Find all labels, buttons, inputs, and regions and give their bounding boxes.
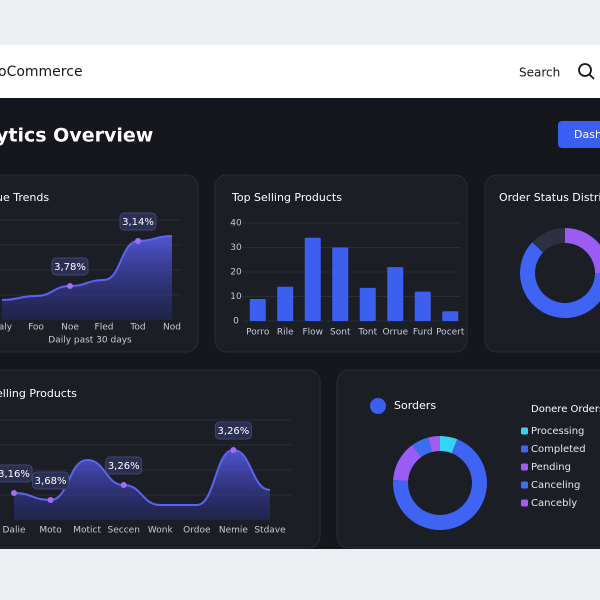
point: [135, 238, 141, 244]
bar: [304, 237, 321, 321]
donut-slice: [393, 439, 487, 530]
donut-slice: [565, 228, 600, 273]
search-icon[interactable]: [578, 63, 595, 80]
x-tick-label: Daly: [0, 323, 13, 333]
area-fill: [2, 236, 172, 320]
point: [11, 490, 17, 496]
card-title: ue Trends: [0, 191, 49, 204]
area-fill: [14, 450, 270, 520]
annotation-box: [214, 421, 252, 440]
donut-slice: [440, 436, 458, 454]
card-title: Top Selling Products: [231, 191, 342, 204]
bar: [277, 286, 294, 321]
x-tick-label: Pocert: [436, 328, 465, 338]
x-tick-label: Rile: [277, 328, 294, 338]
dashboard-button[interactable]: [558, 121, 600, 148]
bar: [442, 311, 459, 321]
x-tick-label: Noe: [61, 323, 79, 333]
annotation: 3,16%: [0, 469, 30, 480]
y-tick-label: 40: [230, 219, 242, 229]
legend-swatch: [521, 427, 528, 435]
search-icon-lens: [578, 63, 592, 77]
donut-slice: [412, 437, 433, 458]
legend-label: Canceling: [531, 480, 580, 491]
annotation: 3,26%: [108, 461, 140, 472]
point: [120, 482, 127, 488]
annotation: 3,14%: [122, 217, 154, 228]
donut-slice: [520, 242, 600, 318]
donut-slice: [532, 228, 565, 253]
legend-label: Completed: [531, 444, 586, 455]
card-title: Sorders: [394, 399, 436, 412]
legend-swatch: [521, 481, 528, 489]
top-bar: [0, 45, 600, 98]
x-tick-label: Ordoe: [183, 526, 211, 536]
legend-swatch: [521, 463, 528, 471]
x-tick-label: Seccen: [108, 526, 140, 536]
legend-swatch: [521, 445, 528, 453]
point: [230, 447, 237, 453]
x-tick-label: Wonk: [148, 526, 174, 536]
y-tick-label: 20: [230, 268, 242, 278]
x-tick-label: Foo: [28, 323, 44, 333]
bar: [387, 267, 404, 321]
y-tick-label: 10: [230, 292, 242, 302]
annotation-box: [51, 257, 89, 276]
x-tick-label: Nod: [163, 323, 181, 333]
annotation: 3,26%: [218, 426, 250, 437]
page-title: ytics Overview: [0, 125, 153, 147]
chart-subtitle: Daily past 30 days: [48, 336, 132, 346]
bar: [332, 247, 349, 321]
x-tick-label: Dalie: [3, 526, 26, 536]
annotation-box: [119, 212, 157, 231]
legend-title: Donere Orders: [531, 404, 600, 415]
bar: [359, 287, 376, 321]
annotation: 3,68%: [35, 476, 67, 487]
x-tick-label: Tont: [357, 328, 377, 338]
x-tick-label: Fled: [95, 323, 114, 333]
legend-swatch: [521, 499, 528, 507]
x-tick-label: Orrue: [382, 328, 408, 338]
bar: [249, 298, 266, 321]
x-tick-label: Tod: [129, 323, 145, 333]
point: [47, 497, 54, 503]
brand: oCommerce: [0, 64, 83, 80]
bar: [414, 291, 431, 321]
legend-label: Processing: [531, 426, 584, 437]
legend-label: Pending: [531, 462, 571, 473]
x-tick-label: Nemie: [219, 526, 249, 536]
y-tick-label: 30: [230, 243, 242, 253]
point: [67, 283, 73, 289]
x-tick-label: Porro: [246, 328, 270, 338]
y-tick-label: 0: [233, 317, 239, 327]
x-tick-label: Sont: [330, 328, 351, 338]
search-link[interactable]: Search: [519, 66, 560, 80]
search-icon-handle: [588, 73, 595, 80]
annotation: 3,78%: [54, 262, 86, 273]
annotation-box: [32, 471, 70, 490]
donut-slice: [393, 444, 422, 481]
x-tick-label: Flow: [302, 328, 323, 338]
annotation-box: [105, 456, 143, 475]
x-tick-label: Moto: [39, 526, 62, 536]
x-tick-label: Motict: [73, 526, 101, 536]
donut-slice: [428, 436, 440, 453]
legend-label: Cancebly: [531, 498, 577, 509]
card-title: elling Products: [0, 387, 77, 400]
button-label[interactable]: Dash: [574, 128, 600, 141]
card-title: Order Status Distrib: [499, 191, 600, 204]
orders-icon: [370, 398, 386, 414]
annotation-box: [0, 464, 33, 483]
x-tick-label: Furd: [413, 328, 433, 338]
x-tick-label: Stdave: [254, 526, 286, 536]
